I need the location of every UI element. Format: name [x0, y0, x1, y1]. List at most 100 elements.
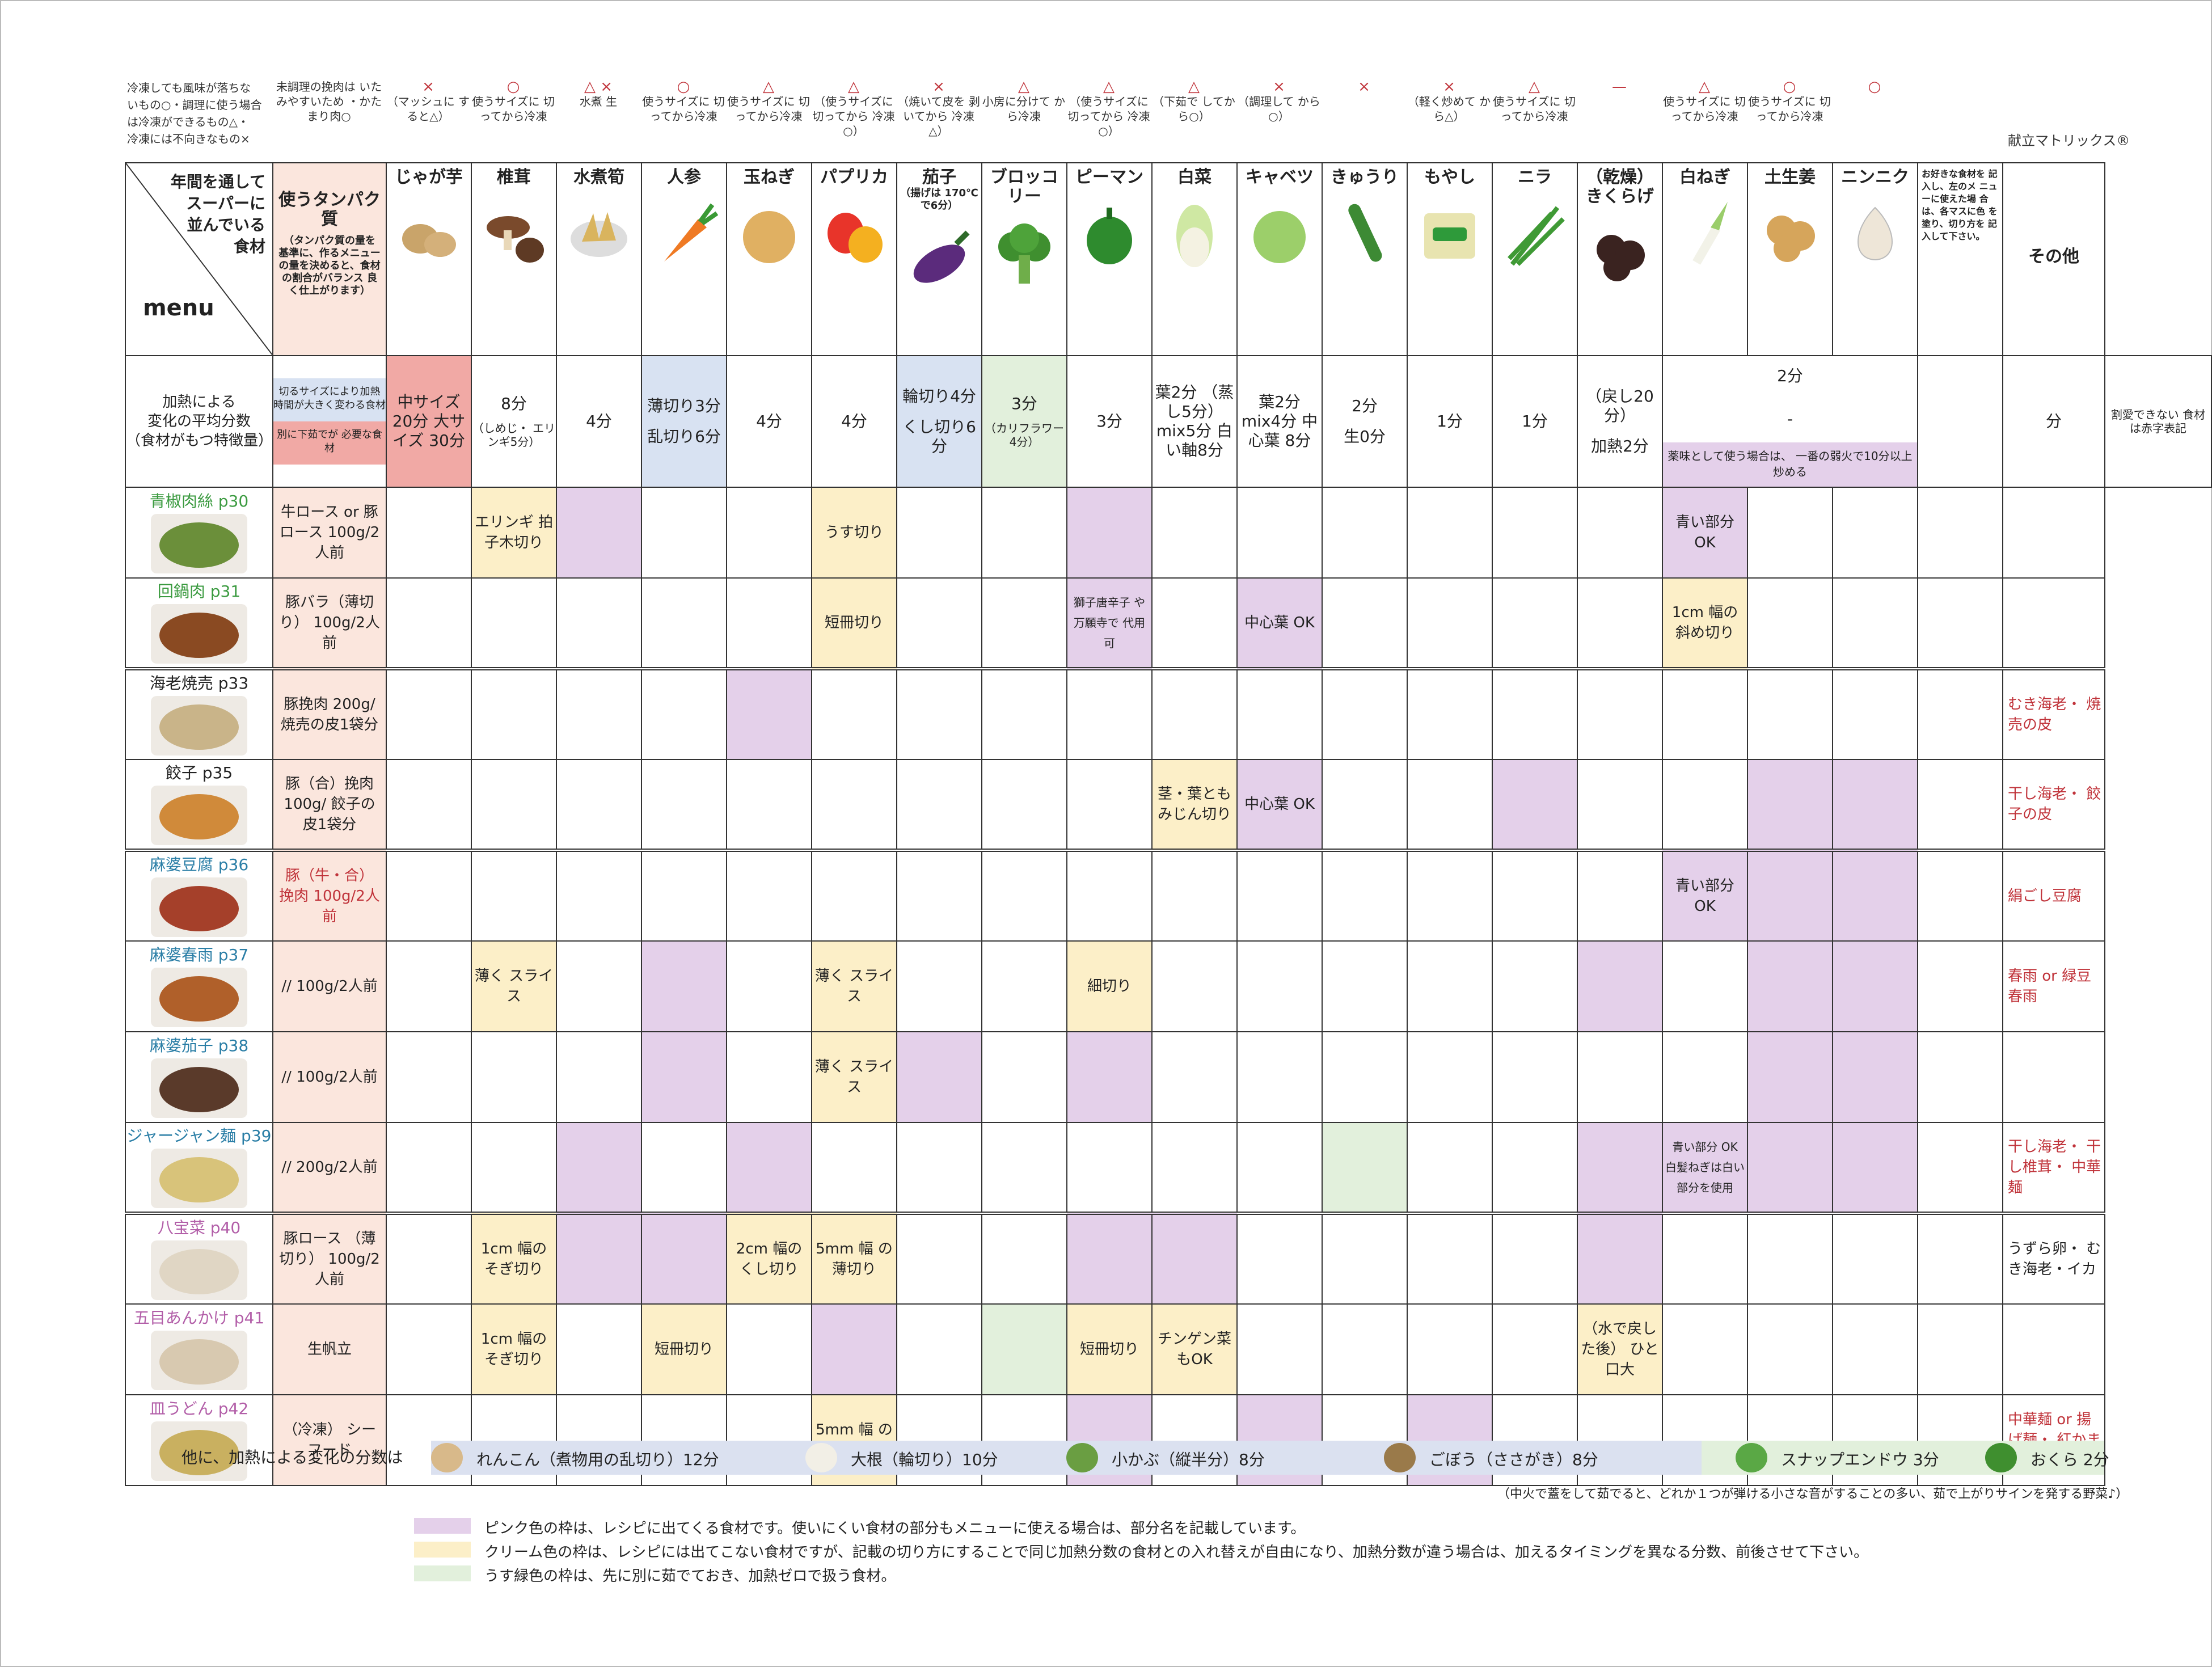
matrix-cell[interactable] [1832, 849, 1918, 942]
menu-title[interactable]: 麻婆春雨 p37 [149, 945, 249, 964]
matrix-cell[interactable] [726, 667, 812, 760]
matrix-cell[interactable]: （水で戻した後） ひと口大 [1577, 1303, 1663, 1395]
matrix-cell[interactable] [641, 667, 727, 760]
matrix-cell[interactable] [1662, 667, 1748, 760]
matrix-cell[interactable] [1407, 759, 1493, 851]
matrix-cell[interactable] [1407, 487, 1493, 579]
matrix-cell[interactable] [1577, 849, 1663, 942]
matrix-cell[interactable] [1151, 1212, 1238, 1305]
menu-title[interactable]: 麻婆豆腐 p36 [149, 855, 249, 874]
matrix-cell[interactable] [1322, 667, 1408, 760]
matrix-cell[interactable] [1492, 940, 1578, 1032]
matrix-cell[interactable] [471, 1031, 557, 1123]
matrix-cell[interactable] [726, 1031, 812, 1123]
matrix-cell[interactable] [811, 1122, 897, 1214]
matrix-cell[interactable] [471, 1122, 557, 1214]
menu-title[interactable]: 八宝菜 p40 [157, 1218, 241, 1237]
matrix-cell[interactable] [1662, 1031, 1748, 1123]
matrix-cell[interactable] [1747, 1122, 1833, 1214]
matrix-cell[interactable] [1407, 667, 1493, 760]
matrix-cell[interactable] [981, 487, 1067, 579]
matrix-cell[interactable] [641, 1031, 727, 1123]
matrix-cell[interactable] [1236, 849, 1323, 942]
matrix-cell[interactable]: 青い部分 OK [1662, 849, 1748, 942]
matrix-cell[interactable] [641, 487, 727, 579]
matrix-cell[interactable] [1322, 940, 1408, 1032]
matrix-cell[interactable] [1151, 849, 1238, 942]
matrix-cell[interactable] [896, 1303, 982, 1395]
free-cell[interactable] [1917, 1122, 2003, 1214]
matrix-cell[interactable]: 薄く スライス [811, 940, 897, 1032]
matrix-cell[interactable] [1577, 487, 1663, 579]
matrix-cell[interactable] [386, 759, 472, 851]
matrix-cell[interactable] [726, 577, 812, 669]
matrix-cell[interactable]: 獅子唐辛子 や万願寺で 代用可 [1066, 577, 1153, 669]
matrix-cell[interactable]: 1cm 幅の そぎ切り [471, 1303, 557, 1395]
menu-title[interactable]: 皿うどん p42 [149, 1399, 249, 1418]
matrix-cell[interactable] [1492, 667, 1578, 760]
matrix-cell[interactable]: 青い部分 OK [1662, 487, 1748, 579]
matrix-cell[interactable] [896, 759, 982, 851]
matrix-cell[interactable] [896, 940, 982, 1032]
free-cell[interactable] [1917, 487, 2003, 579]
matrix-cell[interactable] [1236, 487, 1323, 579]
matrix-cell[interactable] [1322, 849, 1408, 942]
free-cell[interactable] [1917, 1031, 2003, 1123]
matrix-cell[interactable] [471, 577, 557, 669]
matrix-cell[interactable] [556, 849, 642, 942]
matrix-cell[interactable] [1407, 849, 1493, 942]
matrix-cell[interactable] [1832, 1122, 1918, 1214]
matrix-cell[interactable] [1577, 667, 1663, 760]
matrix-cell[interactable] [1151, 487, 1238, 579]
matrix-cell[interactable] [1832, 1212, 1918, 1305]
matrix-cell[interactable] [556, 940, 642, 1032]
menu-title[interactable]: 回鍋肉 p31 [157, 581, 241, 601]
matrix-cell[interactable] [1151, 1122, 1238, 1214]
matrix-cell[interactable] [556, 1303, 642, 1395]
menu-title[interactable]: 麻婆茄子 p38 [149, 1036, 249, 1055]
matrix-cell[interactable] [1322, 1122, 1408, 1214]
matrix-cell[interactable] [1747, 1212, 1833, 1305]
free-cell[interactable] [1917, 577, 2003, 669]
matrix-cell[interactable] [1066, 759, 1153, 851]
matrix-cell[interactable] [1236, 1031, 1323, 1123]
matrix-cell[interactable] [386, 1212, 472, 1305]
matrix-cell[interactable] [1492, 849, 1578, 942]
matrix-cell[interactable] [1747, 577, 1833, 669]
matrix-cell[interactable] [1492, 1031, 1578, 1123]
matrix-cell[interactable] [1747, 487, 1833, 579]
matrix-cell[interactable] [896, 577, 982, 669]
matrix-cell[interactable] [1322, 487, 1408, 579]
matrix-cell[interactable] [386, 1303, 472, 1395]
matrix-cell[interactable] [556, 577, 642, 669]
matrix-cell[interactable] [556, 667, 642, 760]
matrix-cell[interactable] [896, 1031, 982, 1123]
matrix-cell[interactable]: 薄く スライス [811, 1031, 897, 1123]
matrix-cell[interactable] [1236, 667, 1323, 760]
matrix-cell[interactable] [1407, 1031, 1493, 1123]
matrix-cell[interactable] [1322, 1031, 1408, 1123]
matrix-cell[interactable] [811, 759, 897, 851]
matrix-cell[interactable] [1832, 1031, 1918, 1123]
matrix-cell[interactable] [1066, 487, 1153, 579]
matrix-cell[interactable] [1747, 759, 1833, 851]
matrix-cell[interactable] [1747, 849, 1833, 942]
matrix-cell[interactable] [1832, 667, 1918, 760]
matrix-cell[interactable] [1832, 577, 1918, 669]
matrix-cell[interactable] [1832, 940, 1918, 1032]
matrix-cell[interactable] [1747, 940, 1833, 1032]
matrix-cell[interactable] [556, 1122, 642, 1214]
free-cell[interactable] [1917, 940, 2003, 1032]
matrix-cell[interactable] [386, 849, 472, 942]
matrix-cell[interactable] [1407, 1122, 1493, 1214]
matrix-cell[interactable] [1662, 940, 1748, 1032]
matrix-cell[interactable] [1577, 940, 1663, 1032]
matrix-cell[interactable] [641, 1122, 727, 1214]
matrix-cell[interactable] [981, 1122, 1067, 1214]
matrix-cell[interactable] [981, 577, 1067, 669]
free-cell[interactable] [1917, 667, 2003, 760]
menu-title[interactable]: 青椒肉絲 p30 [149, 491, 249, 510]
matrix-cell[interactable] [1747, 1031, 1833, 1123]
matrix-cell[interactable] [1577, 577, 1663, 669]
matrix-cell[interactable] [1662, 1303, 1748, 1395]
